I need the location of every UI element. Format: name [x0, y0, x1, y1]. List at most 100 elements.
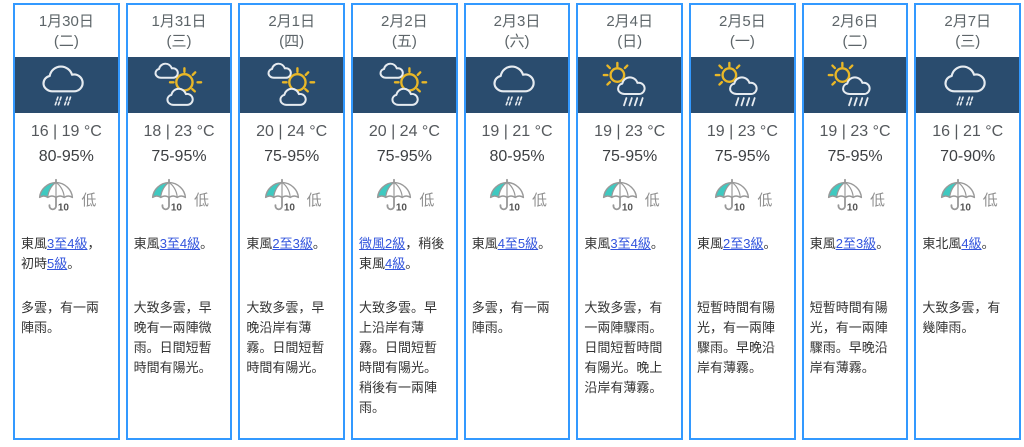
wind-speed-link[interactable]: 2至3級	[272, 235, 313, 251]
svg-text:10: 10	[847, 203, 859, 214]
weather-icon-band	[578, 56, 682, 113]
wind-forecast: 東北風4級。	[922, 235, 995, 251]
wind-speed-link[interactable]: 4級	[961, 235, 982, 251]
wind-speed-link[interactable]: 2至3級	[723, 235, 764, 251]
weekday-text: (六)	[504, 32, 530, 50]
humidity-range: 75-95%	[264, 147, 320, 165]
weather-description: 多雲，有一兩陣雨。	[21, 299, 100, 335]
psr-umbrella-icon: 10	[36, 178, 76, 221]
wind-speed-link[interactable]: 3至4級	[610, 235, 651, 251]
sun-between-clouds-icon	[151, 60, 207, 110]
date-header: 2月2日 (五)	[353, 5, 456, 57]
temperature-range: 19 | 23 °C	[819, 122, 891, 140]
date-text: 2月6日	[831, 13, 879, 30]
sun-shower-icon	[714, 60, 770, 110]
psr-row: 10 低	[916, 178, 1019, 222]
date-header: 2月1日 (四)	[240, 5, 343, 57]
humidity-range: 75-95%	[602, 147, 658, 165]
weekday-text: (日)	[617, 32, 643, 50]
sun-shower-icon	[827, 60, 883, 110]
forecast-day-card: 1月30日 (二) 16 | 19 °C 80-95% 10 低 東風3至4級，…	[13, 3, 120, 440]
humidity-range: 80-95%	[38, 147, 94, 165]
psr-row: 10 低	[240, 178, 343, 222]
wind-forecast: 東風4至5級。	[471, 235, 552, 251]
psr-umbrella-icon: 10	[487, 178, 527, 221]
forecast-day-card: 2月5日 (一) 19 | 23 °C 75-95% 10 低 東風2至3級。 …	[689, 3, 796, 440]
psr-level-label: 低	[757, 192, 773, 210]
psr-level-label: 低	[532, 192, 548, 210]
date-text: 2月5日	[719, 13, 766, 30]
wind-speed-link[interactable]: 4至5級	[497, 235, 539, 251]
weather-icon-band	[353, 56, 456, 113]
wind-forecast: 東風3至4級。	[133, 235, 214, 251]
svg-text:10: 10	[734, 203, 746, 214]
temperature-range: 19 | 23 °C	[706, 122, 778, 140]
weekday-text: (二)	[53, 32, 79, 50]
date-text: 2月7日	[944, 13, 992, 30]
date-text: 2月4日	[606, 13, 654, 30]
humidity-range: 75-95%	[827, 147, 883, 165]
wind-speed-link[interactable]: 5級	[47, 255, 68, 271]
weather-icon-band	[240, 56, 344, 113]
rain-cloud-icon	[490, 61, 544, 109]
date-header: 1月30日 (二)	[15, 5, 118, 57]
svg-text:10: 10	[58, 203, 70, 214]
psr-umbrella-icon: 10	[825, 178, 865, 221]
weather-icon-band	[465, 56, 569, 113]
svg-text:10: 10	[960, 203, 972, 214]
temperature-range: 19 | 23 °C	[594, 122, 666, 140]
weather-description: 大致多雲，有一兩陣驟雨。日間短暫時間有陽光。晚上沿岸有薄霧。	[584, 299, 663, 396]
svg-text:10: 10	[171, 203, 183, 214]
svg-text:10: 10	[509, 203, 521, 214]
rain-cloud-icon	[941, 61, 995, 109]
date-text: 2月2日	[381, 13, 428, 30]
weekday-text: (四)	[279, 32, 305, 50]
psr-umbrella-icon: 10	[600, 178, 640, 221]
humidity-range: 75-95%	[151, 147, 207, 165]
weather-description: 大致多雲。早上沿岸有薄霧。日間短暫時間有陽光。稍後有一兩陣雨。	[359, 299, 438, 416]
weather-description: 大致多雲，有幾陣雨。	[922, 299, 1001, 335]
forecast-day-card: 2月4日 (日) 19 | 23 °C 75-95% 10 低 東風3至4級。 …	[576, 3, 684, 440]
weather-description: 大致多雲，早晚有一兩陣微雨。日間短暫時間有陽光。	[133, 299, 212, 376]
wind-speed-link[interactable]: 3至4級	[47, 235, 88, 251]
wind-speed-link[interactable]: 3至4級	[159, 235, 201, 251]
wind-speed-link[interactable]: 4級	[385, 255, 406, 271]
psr-row: 10 低	[466, 178, 569, 222]
forecast-day-card: 2月3日 (六) 19 | 21 °C 80-95% 10 低 東風4至5級。 …	[463, 3, 571, 440]
weather-description: 多雲，有一兩陣雨。	[471, 299, 550, 335]
wind-forecast: 東風2至3級。	[246, 235, 326, 251]
wind-forecast: 微風2級，稍後東風4級。	[359, 235, 445, 271]
date-header: 2月3日 (六)	[466, 5, 569, 57]
weekday-text: (一)	[729, 32, 755, 50]
temperature-range: 16 | 19 °C	[30, 122, 102, 140]
weekday-text: (二)	[842, 32, 868, 50]
weather-icon-band	[15, 56, 118, 113]
wind-forecast: 東風2至3級。	[809, 235, 890, 251]
weekday-text: (五)	[391, 32, 417, 50]
date-text: 1月31日	[151, 13, 207, 30]
weather-description: 大致多雲，早晚沿岸有薄霧。日間短暫時間有陽光。	[246, 299, 325, 376]
weather-description: 短暫時間有陽光，有一兩陣驟雨。早晚沿岸有薄霧。	[697, 299, 776, 376]
wind-speed-link[interactable]: 微風2級	[359, 235, 406, 251]
psr-row: 10 低	[353, 178, 456, 222]
weekday-text: (三)	[166, 32, 192, 50]
svg-text:10: 10	[396, 203, 408, 214]
wind-forecast: 東風3至4級，初時5級。	[21, 235, 101, 271]
temperature-range: 20 | 24 °C	[256, 122, 328, 140]
psr-row: 10 低	[15, 178, 118, 222]
psr-umbrella-icon: 10	[262, 178, 302, 221]
svg-text:10: 10	[283, 203, 295, 214]
psr-row: 10 低	[804, 178, 907, 222]
psr-level-label: 低	[982, 192, 998, 210]
wind-speed-link[interactable]: 2至3級	[835, 235, 877, 251]
date-header: 2月4日 (日)	[578, 5, 681, 57]
weather-icon-band	[916, 56, 1020, 113]
sun-between-clouds-icon	[376, 60, 432, 110]
humidity-range: 75-95%	[714, 147, 770, 165]
forecast-day-card: 2月6日 (二) 19 | 23 °C 75-95% 10 低 東風2至3級。 …	[801, 3, 909, 440]
psr-level-label: 低	[194, 192, 210, 210]
date-header: 2月7日 (三)	[916, 5, 1019, 57]
psr-level-label: 低	[644, 192, 660, 210]
temperature-range: 19 | 21 °C	[481, 122, 553, 140]
weekday-text: (三)	[955, 32, 981, 50]
